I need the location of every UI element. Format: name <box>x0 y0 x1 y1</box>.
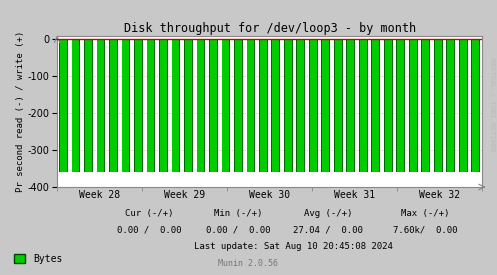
Bar <box>60 39 67 172</box>
Bar <box>372 39 379 172</box>
Legend: Bytes: Bytes <box>10 250 67 267</box>
Bar <box>360 39 367 172</box>
Bar <box>422 39 429 172</box>
Bar <box>247 39 255 172</box>
Bar <box>196 39 205 172</box>
Bar <box>397 39 405 172</box>
Bar <box>334 39 343 172</box>
Text: Cur (-/+): Cur (-/+) <box>125 209 173 218</box>
Bar <box>223 39 229 172</box>
Bar <box>235 39 242 172</box>
Bar <box>271 39 280 172</box>
Bar <box>148 39 155 172</box>
Bar <box>209 39 218 172</box>
Bar <box>421 39 430 172</box>
Bar <box>310 39 317 172</box>
Bar <box>110 39 117 172</box>
Bar <box>73 39 80 172</box>
Bar <box>109 39 118 172</box>
Bar <box>97 39 104 172</box>
Bar <box>122 39 130 172</box>
Bar <box>435 39 442 172</box>
Text: Last update: Sat Aug 10 20:45:08 2024: Last update: Sat Aug 10 20:45:08 2024 <box>194 242 393 251</box>
Bar <box>59 39 68 172</box>
Text: 7.60k/  0.00: 7.60k/ 0.00 <box>393 226 457 234</box>
Bar <box>460 39 467 172</box>
Bar <box>172 39 179 172</box>
Text: Max (-/+): Max (-/+) <box>401 209 449 218</box>
Bar <box>260 39 267 172</box>
Bar <box>384 39 393 172</box>
Text: 0.00 /  0.00: 0.00 / 0.00 <box>206 226 271 234</box>
Bar <box>85 39 92 172</box>
Bar <box>359 39 368 172</box>
Bar <box>147 39 155 172</box>
Bar <box>259 39 268 172</box>
Bar <box>385 39 392 172</box>
Bar <box>159 39 168 172</box>
Bar <box>297 39 305 172</box>
Y-axis label: Pr second read (-) / write (+): Pr second read (-) / write (+) <box>16 31 25 192</box>
Text: Min (-/+): Min (-/+) <box>214 209 263 218</box>
Bar <box>160 39 167 172</box>
Bar <box>323 39 330 172</box>
Text: 27.04 /  0.00: 27.04 / 0.00 <box>293 226 363 234</box>
Bar <box>347 39 354 172</box>
Bar <box>297 39 304 172</box>
Bar <box>446 39 455 172</box>
Bar <box>409 39 417 172</box>
Text: RRDTOOL / TOBI OETIKER: RRDTOOL / TOBI OETIKER <box>489 58 495 151</box>
Bar <box>171 39 180 172</box>
Bar <box>346 39 355 172</box>
Bar <box>248 39 254 172</box>
Text: 0.00 /  0.00: 0.00 / 0.00 <box>117 226 181 234</box>
Bar <box>122 39 129 172</box>
Bar <box>322 39 330 172</box>
Bar <box>184 39 193 172</box>
Bar <box>309 39 318 172</box>
Bar <box>96 39 105 172</box>
Bar <box>285 39 292 172</box>
Bar <box>398 39 404 172</box>
Bar <box>222 39 230 172</box>
Bar <box>410 39 417 172</box>
Bar <box>84 39 93 172</box>
Bar <box>234 39 243 172</box>
Bar <box>447 39 454 172</box>
Bar <box>72 39 81 172</box>
Bar <box>472 39 480 172</box>
Bar <box>434 39 443 172</box>
Bar <box>197 39 204 172</box>
Bar <box>134 39 143 172</box>
Bar <box>210 39 217 172</box>
Title: Disk throughput for /dev/loop3 - by month: Disk throughput for /dev/loop3 - by mont… <box>124 21 415 35</box>
Bar <box>135 39 142 172</box>
Bar <box>284 39 293 172</box>
Bar <box>459 39 468 172</box>
Bar <box>371 39 380 172</box>
Text: Avg (-/+): Avg (-/+) <box>304 209 352 218</box>
Bar <box>272 39 279 172</box>
Bar <box>335 39 342 172</box>
Bar <box>473 39 479 172</box>
Text: Munin 2.0.56: Munin 2.0.56 <box>219 259 278 268</box>
Bar <box>185 39 192 172</box>
